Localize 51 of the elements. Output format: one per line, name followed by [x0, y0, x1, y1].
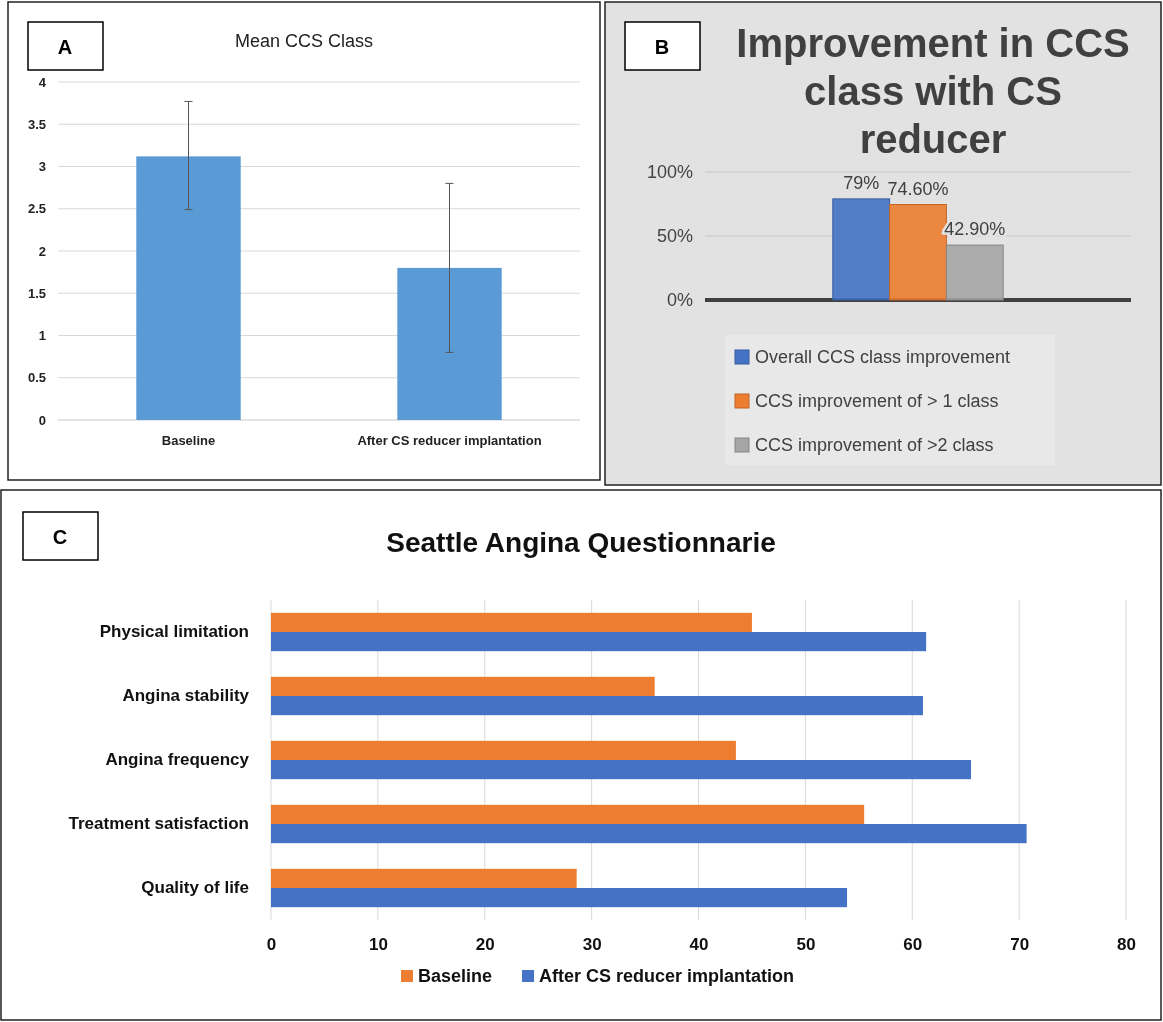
- x-tick-label: 0: [266, 935, 277, 955]
- bar: [271, 696, 923, 716]
- y-tick-label: 3: [38, 159, 46, 175]
- legend-label: CCS improvement of > 1 class: [755, 391, 999, 411]
- y-tick-label: 2.5: [27, 201, 46, 217]
- y-tick-label: Angina frequency: [105, 750, 250, 770]
- bar: [271, 804, 865, 824]
- text: A: [57, 36, 73, 58]
- y-tick-label: Quality of life: [141, 878, 249, 898]
- legend-label: CCS improvement of >2 class: [755, 435, 994, 455]
- y-tick-label: 1.5: [27, 285, 46, 301]
- y-tick-label: 100%: [646, 162, 693, 183]
- legend-label: After CS reducer implantation: [539, 966, 795, 986]
- bar: [832, 198, 891, 301]
- bar: [271, 824, 1027, 844]
- bar: [271, 760, 972, 780]
- text: C: [52, 526, 68, 548]
- x-tick-label: 20: [475, 935, 495, 955]
- x-tick-label: 10: [368, 935, 388, 955]
- chart-title: Seattle Angina Questionnarie: [386, 527, 776, 558]
- data-label: 74.60%: [887, 178, 949, 199]
- chart-title: Improvement in CCS class with CS reducer: [736, 21, 1130, 161]
- bar: [271, 632, 927, 652]
- x-tick-label: 30: [582, 935, 602, 955]
- y-tick-label: 2: [38, 243, 46, 259]
- bar: [271, 740, 736, 760]
- y-tick-label: Physical limitation: [99, 622, 249, 642]
- y-tick-label: Angina stability: [122, 686, 250, 706]
- y-tick-label: Treatment satisfaction: [68, 814, 249, 834]
- x-tick-label: 70: [1010, 935, 1030, 955]
- data-label: 79%: [843, 172, 880, 193]
- bar: [271, 888, 848, 908]
- bar: [271, 612, 752, 632]
- y-tick-label: 3.5: [27, 116, 46, 132]
- x-tick-label: 40: [689, 935, 709, 955]
- legend-label: Overall CCS class improvement: [755, 347, 1011, 367]
- text: B: [654, 36, 670, 58]
- y-tick-label: 50%: [656, 226, 693, 247]
- y-tick-label: 0%: [666, 290, 693, 311]
- legend-label: Baseline: [418, 966, 493, 986]
- x-tick-label: 50: [796, 935, 816, 955]
- y-tick-label: 0: [38, 412, 46, 428]
- bar: [945, 244, 1004, 301]
- x-tick-label: 60: [903, 935, 923, 955]
- y-tick-label: 0.5: [27, 370, 46, 386]
- bar: [271, 868, 577, 888]
- y-tick-label: 1: [38, 328, 46, 344]
- bar: [271, 676, 655, 696]
- x-tick-label: 80: [1117, 935, 1136, 955]
- chart-title: Mean CCS Class: [234, 31, 374, 51]
- y-tick-label: 4: [38, 74, 47, 90]
